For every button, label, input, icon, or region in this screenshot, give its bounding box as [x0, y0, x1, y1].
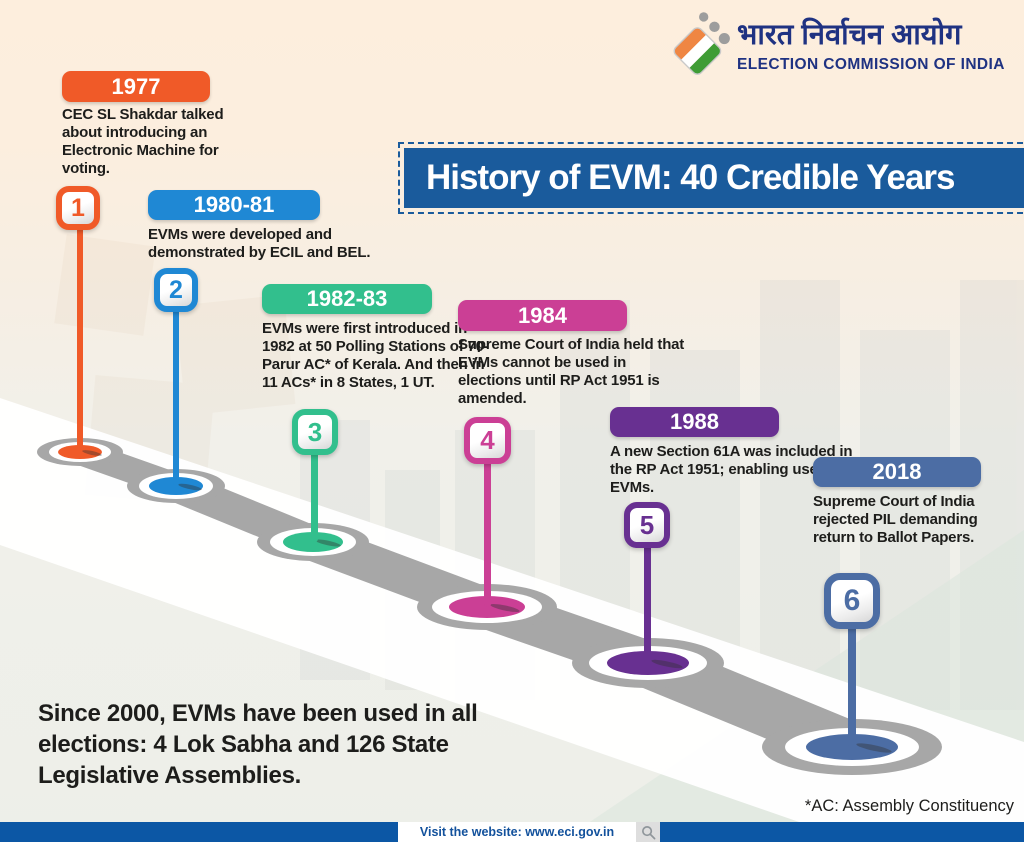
- milestone-description: EVMs were developed and demonstrated by …: [148, 226, 371, 261]
- milestone-number-marker: 1: [56, 186, 100, 230]
- milestone-number: 1: [71, 193, 85, 222]
- year-label: 1977: [111, 73, 161, 99]
- website-label: Visit the website: www.eci.gov.in: [419, 825, 615, 839]
- year-label: 2018: [872, 459, 922, 484]
- year-badge: 1980-81: [148, 190, 320, 220]
- milestone-description: EVMs were first introduced in 1982 at 50…: [262, 320, 489, 391]
- year-label: 1984: [518, 302, 567, 328]
- milestone-number: 2: [169, 275, 183, 304]
- year-label: 1982-83: [306, 286, 388, 311]
- milestone-description: Supreme Court of India held that EVMs ca…: [458, 336, 685, 407]
- timeline-pin-stick: [644, 536, 651, 663]
- milestone-description: A new Section 61A was included in the RP…: [610, 443, 853, 496]
- milestone-number-marker: 6: [824, 573, 880, 629]
- milestone-description: Supreme Court of India rejected PIL dema…: [813, 493, 978, 546]
- milestone-number: 5: [639, 509, 655, 540]
- search-icon[interactable]: [636, 822, 660, 842]
- timeline-pin-stick: [484, 450, 491, 607]
- milestone-number: 4: [480, 425, 495, 455]
- year-badge: 1977: [62, 71, 210, 102]
- milestone-number-marker: 3: [292, 409, 338, 455]
- milestone-number-marker: 5: [624, 502, 670, 548]
- footnote-text: *AC: Assembly Constituency: [804, 797, 1014, 815]
- timeline-pin-stick: [173, 300, 179, 486]
- year-badge: 1988: [610, 407, 779, 437]
- year-badge: 1984: [458, 300, 627, 331]
- milestone-description: CEC SL Shakdar talked about introducing …: [62, 106, 224, 177]
- timeline-pin-stick: [311, 442, 318, 542]
- eci-hindi-title: भारत निर्वाचन आयोग: [737, 19, 962, 51]
- milestone-number-marker: 4: [464, 417, 511, 464]
- milestone-number: 3: [307, 416, 323, 447]
- milestone-number: 6: [843, 584, 861, 617]
- year-badge: 1982-83: [262, 284, 432, 314]
- website-link[interactable]: Visit the website: www.eci.gov.in: [398, 822, 636, 842]
- year-badge: 2018: [813, 457, 981, 487]
- eci-english-title: ELECTION COMMISSION OF INDIA: [737, 56, 1005, 73]
- year-label: 1988: [670, 409, 719, 434]
- year-label: 1980-81: [193, 192, 275, 217]
- timeline-pin-stick: [848, 614, 856, 747]
- summary-text: Since 2000, EVMs have been used in all e…: [38, 700, 478, 790]
- page-title: History of EVM: 40 Credible Years: [426, 158, 956, 197]
- timeline-pin-stick: [77, 218, 83, 452]
- title-banner: History of EVM: 40 Credible Years: [398, 142, 1024, 214]
- milestone-number-marker: 2: [154, 268, 198, 312]
- eci-logo-icon: [672, 12, 730, 77]
